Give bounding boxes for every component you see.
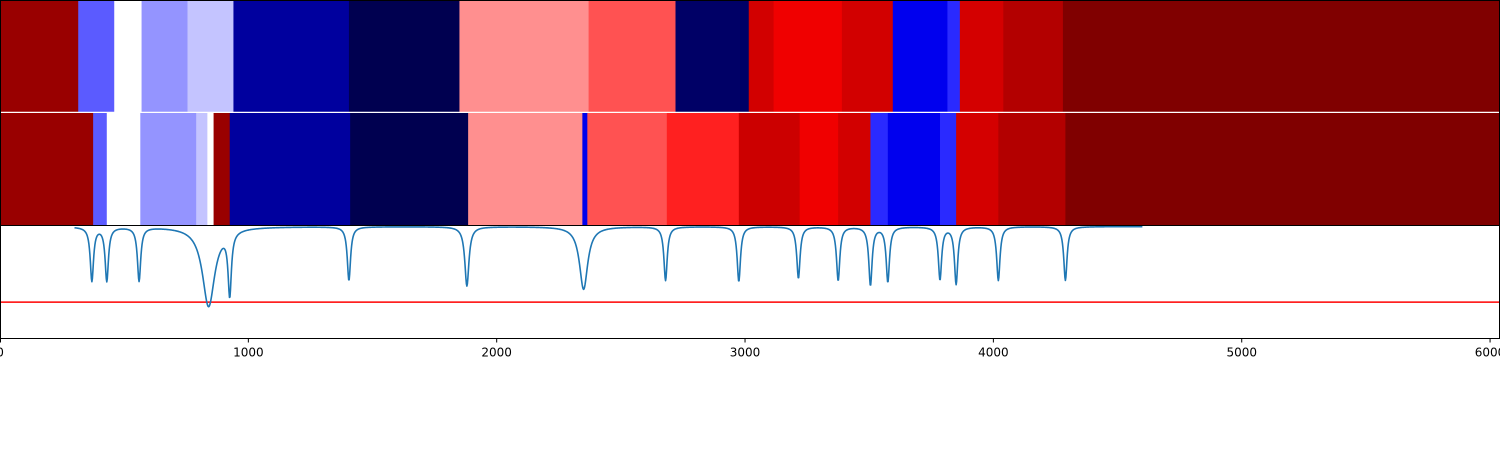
band-2-segment-12 [587,113,668,225]
band-2-segment-15 [799,113,839,225]
band-1-segment-13 [841,0,894,112]
band-1-segment-12 [773,0,843,112]
x-axis: 0 1000 2000 3000 4000 5000 6000 [0,338,1500,360]
band-2-segment-1 [0,113,94,225]
band-2-segment-10 [468,113,583,225]
band-1-segment-10 [675,0,750,112]
band-1-segment-8 [459,0,589,112]
band-1-segment-7 [348,0,460,112]
x-tick-label-2000: 2000 [481,346,512,360]
band-2-segment-21 [998,113,1066,225]
x-tick-label-4000: 4000 [978,346,1009,360]
band-2-segment-6 [207,113,214,225]
band-1-segment-17 [1003,0,1064,112]
x-tick-label-0: 0 [0,346,4,360]
band-2-segment-3 [106,113,141,225]
band-2-segment-17 [870,113,889,225]
band-1-segment-2 [78,0,115,112]
band-2-segment-19 [939,113,957,225]
band-2-segment-2 [93,113,108,225]
band-1-segment-6 [233,0,350,112]
band-1-segment-9 [588,0,676,112]
spectrum-panel [0,225,1500,338]
band-1-segment-15 [947,0,961,112]
x-tick-label-1000: 1000 [233,346,264,360]
band-1-segment-1 [0,0,79,112]
band-2-segment-16 [838,113,871,225]
band-1-segment-5 [187,0,234,112]
band-2-segment-14 [738,113,801,225]
band-1-segment-18 [1062,0,1500,112]
band-1-segment-3 [114,0,142,112]
band-1-segment-14 [892,0,948,112]
x-tick-label-3000: 3000 [730,346,761,360]
band-2-segment-11 [582,113,588,225]
band-1-segment-11 [748,0,774,112]
heatmap-band-1 [0,0,1500,112]
band-2-segment-18 [887,113,941,225]
x-tick-label-5000: 5000 [1226,346,1257,360]
heatmap-band-2 [0,113,1500,225]
band-2-segment-8 [229,113,351,225]
band-2-segment-13 [666,113,740,225]
x-tick-label-6000: 6000 [1475,346,1500,360]
band-2-segment-9 [350,113,469,225]
band-2-segment-5 [196,113,208,225]
band-2-segment-20 [956,113,999,225]
spectrum-line [74,225,1143,308]
band-2-segment-4 [140,113,197,225]
band-2-segment-22 [1065,113,1500,225]
spectrum-background [0,226,1500,338]
band-1-segment-4 [141,0,188,112]
band-1-segment-16 [959,0,1004,112]
band-2-segment-7 [213,113,231,225]
